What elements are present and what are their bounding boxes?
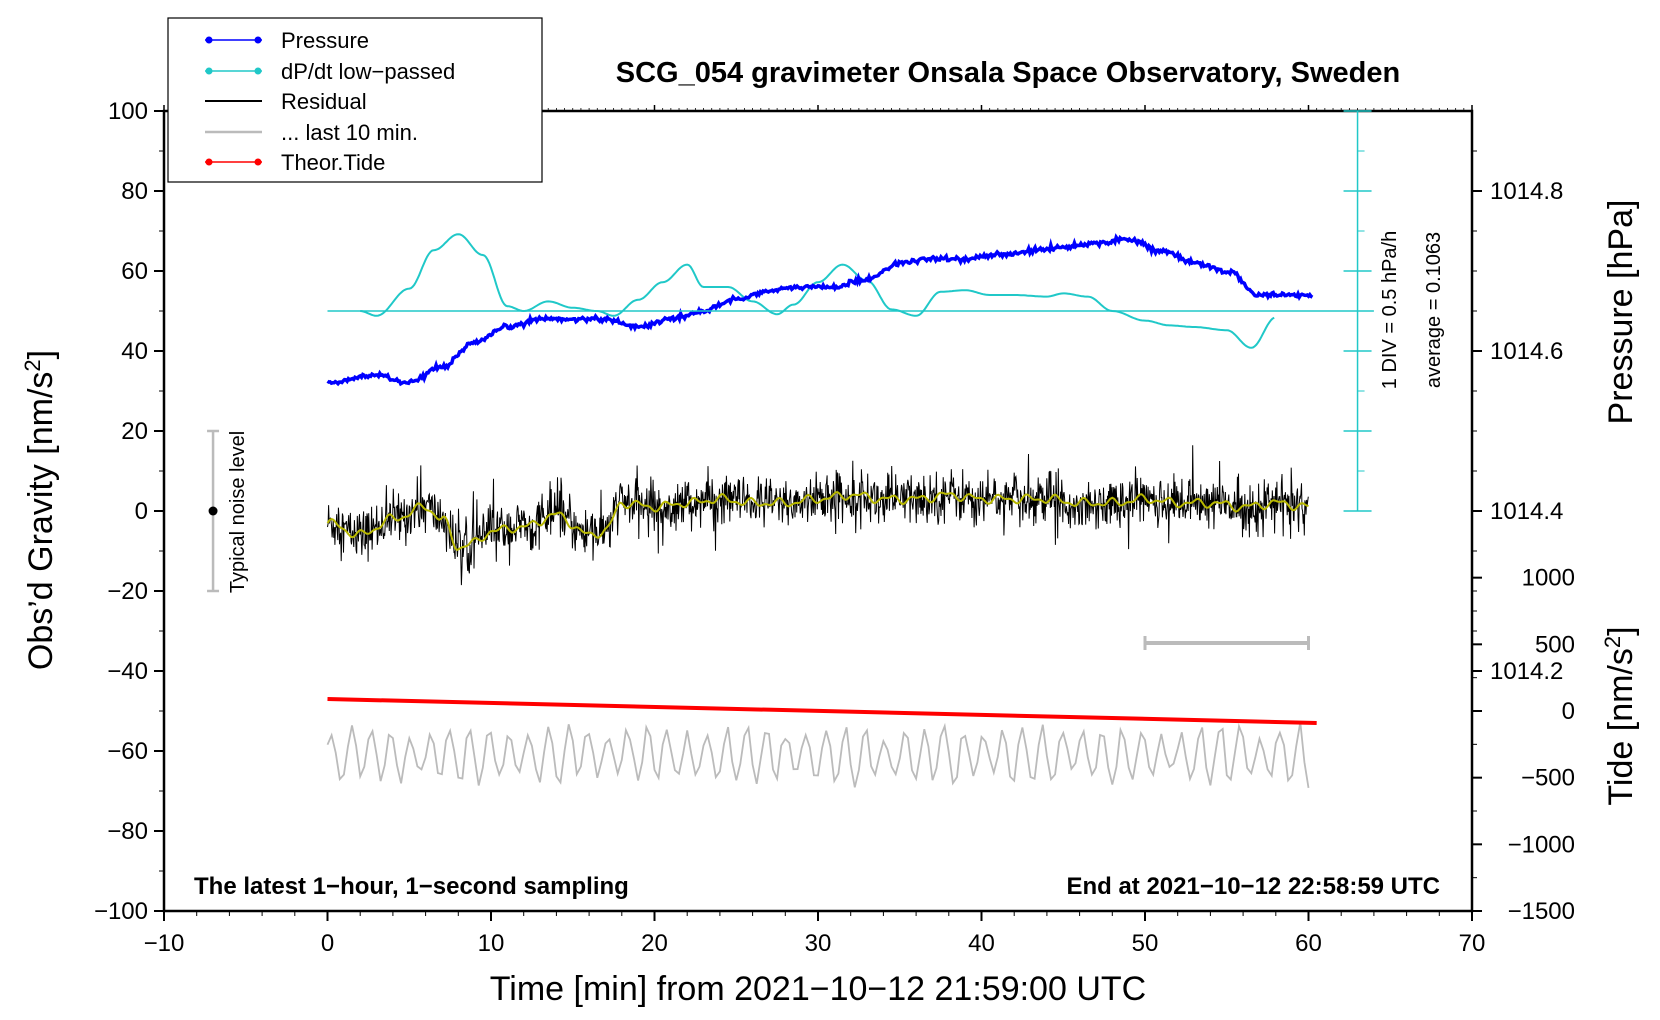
legend: Pressure dP/dt low−passed Residual ... l…: [167, 17, 543, 183]
annotation-div: 1 DIV = 0.5 hPa/h: [1379, 231, 1401, 389]
series-residual: [327, 445, 1309, 586]
y-axis-label-pressure: Pressure [hPa]: [1602, 200, 1640, 425]
y-tick-label: 80: [121, 178, 148, 205]
x-tick-label: 70: [1459, 930, 1486, 957]
annotation-end-time: End at 2021−10−12 22:58:59 UTC: [1066, 873, 1440, 900]
y-tick-label: −100: [94, 898, 148, 925]
x-axis-label: Time [min] from 2021−10−12 21:59:00 UTC: [490, 970, 1146, 1008]
annotation-sampling: The latest 1−hour, 1−second sampling: [194, 873, 629, 900]
y-tick-label: 40: [121, 338, 148, 365]
x-tick-label: 20: [641, 930, 668, 957]
legend-marker-dpdt: [205, 67, 213, 75]
y-tick-label: 60: [121, 258, 148, 285]
series-last-10-min: [326, 721, 1310, 789]
tide-tick-label: −1000: [1508, 831, 1575, 858]
series-theor-tide: [327, 697, 1317, 725]
y-tick-label: 100: [108, 98, 148, 125]
tide-tick-label: −1500: [1508, 898, 1575, 925]
axis-tick-labels: −10 0 10 20 30 40 50 60 70100806040200−20−40−60−…: [94, 98, 1575, 957]
legend-marker-tide-2: [254, 158, 262, 166]
legend-marker-tide: [205, 158, 213, 166]
tide-tick-label: −500: [1521, 765, 1575, 792]
legend-label-last10: ... last 10 min.: [281, 120, 418, 145]
legend-marker-pressure-2: [254, 36, 262, 44]
y-tick-label: −60: [107, 738, 148, 765]
x-tick-label: 30: [805, 930, 832, 957]
series-pressure: [326, 233, 1314, 387]
x-tick-label: 10: [478, 930, 505, 957]
y-tick-label: 0: [135, 498, 148, 525]
annotation-average: average = 0.1063: [1423, 232, 1445, 388]
series-dpdt: [360, 233, 1275, 349]
y-tick-label: −80: [107, 818, 148, 845]
y-tick-label: −40: [107, 658, 148, 685]
legend-label-pressure: Pressure: [281, 28, 369, 53]
y-axis-label-tide: Tide [nm/s2]: [1600, 626, 1640, 805]
legend-label-residual: Residual: [281, 89, 367, 114]
tide-tick-label: 1000: [1522, 565, 1575, 592]
axis-ticks: [154, 105, 1482, 921]
x-tick-label: 40: [968, 930, 995, 957]
decorations-layer: [207, 110, 1374, 650]
legend-label-tide: Theor.Tide: [281, 150, 385, 175]
series-residual-smoothed: [326, 491, 1309, 552]
noise-bar-center: [208, 506, 218, 516]
x-tick-label: −10: [144, 930, 185, 957]
tide-tick-label: 500: [1535, 631, 1575, 658]
legend-marker-pressure: [205, 36, 213, 44]
pressure-tick-label: 1014.6: [1490, 338, 1563, 365]
pressure-tick-label: 1014.4: [1490, 498, 1563, 525]
legend-label-dpdt: dP/dt low−passed: [281, 59, 455, 84]
series-layer: [326, 233, 1317, 789]
x-tick-label: 0: [321, 930, 334, 957]
x-tick-label: 60: [1295, 930, 1322, 957]
x-tick-label: 50: [1132, 930, 1159, 957]
chart-title: SCG_054 gravimeter Onsala Space Observat…: [616, 57, 1400, 89]
annotation-noise-level: Typical noise level: [227, 431, 249, 593]
pressure-tick-label: 1014.8: [1490, 178, 1563, 205]
pressure-tick-label: 1014.2: [1490, 658, 1563, 685]
y-tick-label: 20: [121, 418, 148, 445]
y-axis-label-left: Obs’d Gravity [nm/s2]: [20, 350, 60, 670]
tide-tick-label: 0: [1562, 698, 1575, 725]
y-tick-label: −20: [107, 578, 148, 605]
legend-marker-dpdt-2: [254, 67, 262, 75]
